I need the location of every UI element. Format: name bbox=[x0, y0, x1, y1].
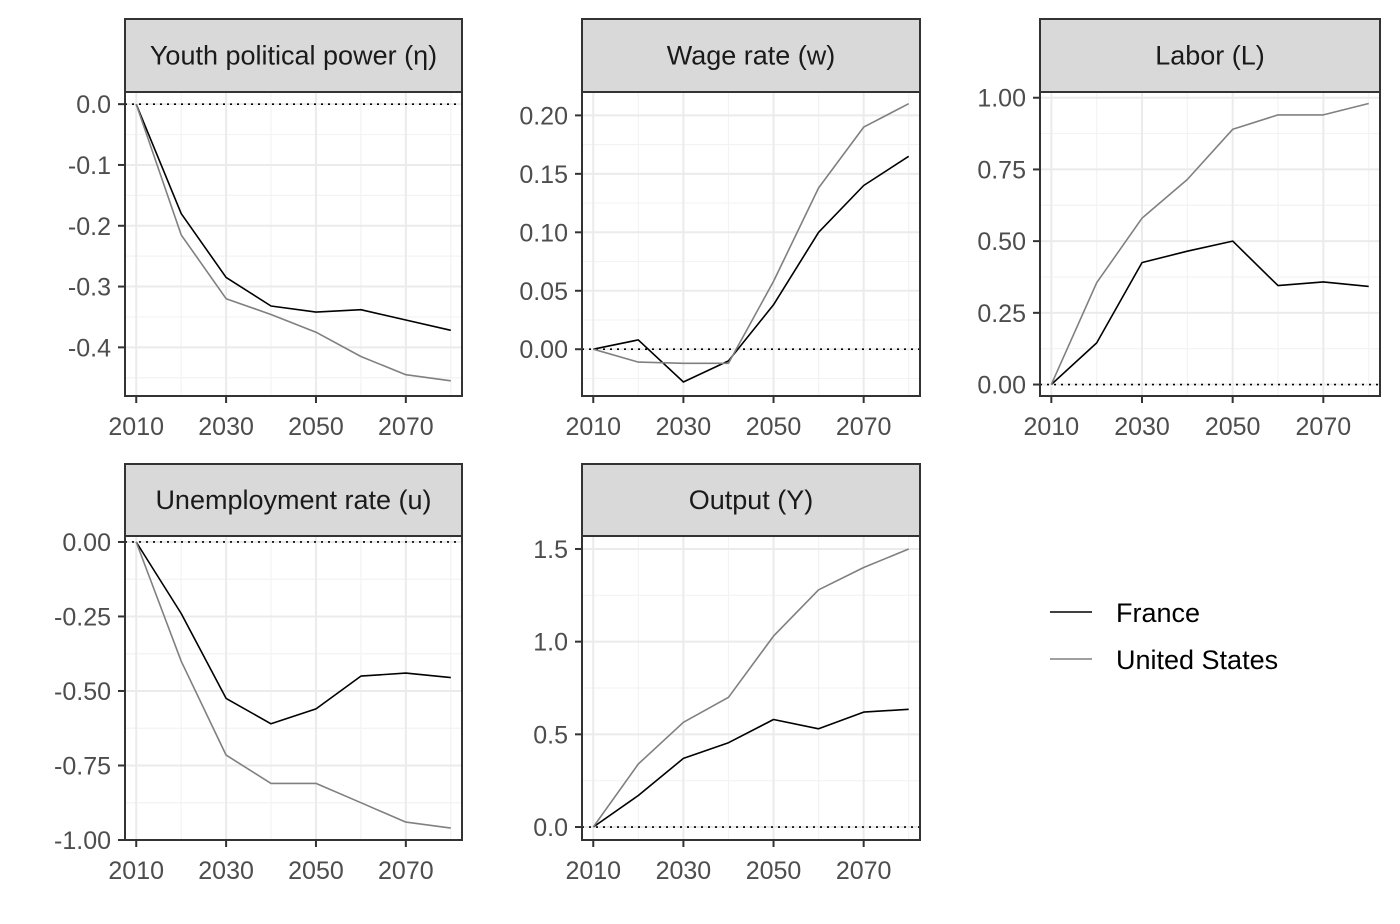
chart-panels: Youth political power (η) 2010 2030 2050 207… bbox=[54, 18, 1381, 885]
x-tick-label: 2070 bbox=[378, 857, 434, 885]
facet-strip bbox=[124, 18, 463, 93]
y-tick-label: -0.4 bbox=[68, 334, 111, 362]
y-tick-label: 0.75 bbox=[977, 156, 1026, 184]
x-tick-label: 2070 bbox=[836, 413, 892, 441]
x-tick-label: 2010 bbox=[108, 413, 164, 441]
y-tick-label: -0.1 bbox=[68, 152, 111, 180]
x-tick-label: 2050 bbox=[746, 857, 802, 885]
x-tick-label: 2030 bbox=[198, 413, 254, 441]
x-tick-label: 2050 bbox=[288, 413, 344, 441]
series-line-france bbox=[593, 155, 910, 383]
y-tick-label: 1.00 bbox=[977, 85, 1026, 113]
facet-title: Youth political power (η) bbox=[150, 41, 437, 71]
x-tick-label: 2010 bbox=[108, 857, 164, 885]
y-tick-label: -0.3 bbox=[68, 274, 111, 302]
x-tick-label: 2010 bbox=[1024, 413, 1080, 441]
y-tick-label: 0.5 bbox=[533, 721, 568, 749]
legend-label-france: France bbox=[1116, 598, 1200, 628]
y-tick-label: -1.00 bbox=[54, 827, 111, 855]
y-tick-label: -0.50 bbox=[54, 678, 111, 706]
x-tick-label: 2050 bbox=[1205, 413, 1261, 441]
y-tick-label: 0.20 bbox=[519, 102, 568, 130]
y-tick-label: 0.05 bbox=[519, 278, 568, 306]
x-tick-label: 2050 bbox=[746, 413, 802, 441]
series-line-united-states bbox=[1050, 102, 1369, 385]
x-tick-label: 2070 bbox=[1296, 413, 1352, 441]
x-tick-label: 2070 bbox=[378, 413, 434, 441]
x-tick-label: 2070 bbox=[836, 857, 892, 885]
facet-strip bbox=[1039, 18, 1381, 93]
x-tick-label: 2050 bbox=[288, 857, 344, 885]
y-tick-label: 0.00 bbox=[62, 529, 111, 557]
series-line-france bbox=[592, 708, 909, 828]
y-tick-label: 0.25 bbox=[977, 300, 1026, 328]
x-tick-label: 2010 bbox=[565, 857, 621, 885]
series-line-france bbox=[135, 103, 451, 332]
panel-wage-rate-w: Wage rate (w) 2010 2030 2050 2070 0.20 0.15 0.1… bbox=[519, 18, 921, 441]
series-line-france bbox=[135, 541, 451, 725]
y-tick-label: -0.2 bbox=[68, 213, 111, 241]
series-line-france bbox=[1050, 240, 1369, 386]
panel-output-y: Output (Y) 2010 2030 2050 2070 1.5 1.0 0.5 0.0 bbox=[533, 463, 921, 885]
x-tick-label: 2030 bbox=[198, 857, 254, 885]
facet-strip bbox=[581, 18, 921, 93]
y-tick-label: 0.0 bbox=[533, 814, 568, 842]
series-line-united-states bbox=[593, 102, 910, 365]
y-tick-label: 0.00 bbox=[977, 372, 1026, 400]
plot-background bbox=[125, 536, 462, 840]
facet-title: Wage rate (w) bbox=[667, 41, 836, 71]
y-tick-label: 1.5 bbox=[533, 536, 568, 564]
series-line-united-states bbox=[135, 541, 451, 829]
legend-label-united-states: United States bbox=[1116, 645, 1278, 675]
facet-title: Output (Y) bbox=[689, 485, 814, 515]
x-tick-label: 2030 bbox=[656, 413, 712, 441]
plot-background bbox=[582, 92, 920, 396]
y-tick-label: 0.0 bbox=[76, 91, 111, 119]
plot-background bbox=[1040, 92, 1380, 396]
y-tick-label: 0.50 bbox=[977, 228, 1026, 256]
y-tick-label: 1.0 bbox=[533, 629, 568, 657]
y-tick-label: -0.75 bbox=[54, 752, 111, 780]
legend: France United States bbox=[1050, 598, 1278, 675]
x-tick-label: 2030 bbox=[656, 857, 712, 885]
panel-labor-l: Labor (L) 2010 2030 2050 2070 1.00 0.75 0.50 0.2… bbox=[977, 18, 1381, 441]
panel-unemployment-rate-u: Unemployment rate (u) 2010 2030 2050 2070 0.0… bbox=[54, 463, 463, 885]
x-tick-label: 2010 bbox=[565, 413, 621, 441]
y-tick-label: 0.00 bbox=[519, 336, 568, 364]
y-tick-label: 0.15 bbox=[519, 161, 568, 189]
y-tick-label: 0.10 bbox=[519, 219, 568, 247]
plot-background bbox=[125, 92, 462, 396]
series-line-united-states bbox=[135, 103, 451, 382]
panel-youth-political-power: Youth political power (η) 2010 2030 2050 207… bbox=[68, 18, 463, 441]
facet-strip bbox=[581, 463, 921, 537]
series-line-united-states bbox=[592, 548, 910, 828]
x-tick-label: 2030 bbox=[1114, 413, 1170, 441]
facet-title: Unemployment rate (u) bbox=[155, 485, 431, 515]
facet-strip bbox=[124, 463, 463, 537]
y-tick-label: -0.25 bbox=[54, 603, 111, 631]
facet-title: Labor (L) bbox=[1155, 41, 1265, 71]
